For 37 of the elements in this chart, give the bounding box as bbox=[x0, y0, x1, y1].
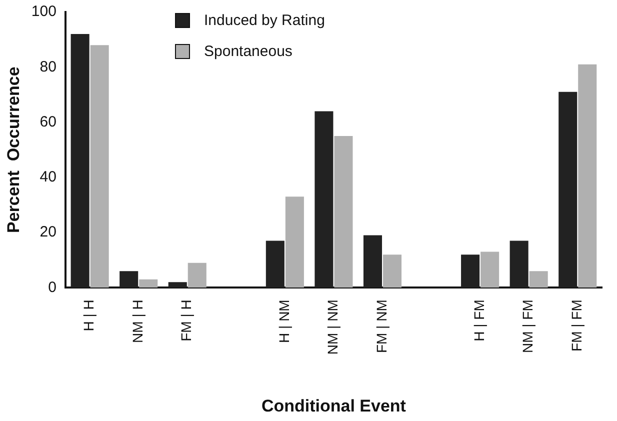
y-axis-title: Percent Occurrence bbox=[4, 66, 23, 233]
x-tick-label: FM | NM bbox=[373, 300, 390, 354]
y-tick-label: 80 bbox=[40, 58, 56, 76]
y-tick-label: 40 bbox=[40, 168, 56, 186]
x-tick-label: FM | H bbox=[178, 300, 194, 342]
bar bbox=[578, 64, 597, 288]
bar bbox=[285, 196, 304, 288]
legend-label: Spontaneous bbox=[204, 43, 292, 60]
y-tick-label: 20 bbox=[40, 224, 56, 241]
bar bbox=[168, 282, 187, 288]
bar bbox=[334, 136, 353, 288]
y-tick-label: 100 bbox=[31, 3, 56, 20]
x-tick-label: H | NM bbox=[276, 300, 292, 343]
x-tick-label: H | FM bbox=[470, 300, 487, 342]
x-tick-label: FM | FM bbox=[568, 300, 584, 352]
bar bbox=[314, 111, 334, 288]
bar bbox=[139, 279, 158, 288]
bar bbox=[510, 240, 528, 288]
bar bbox=[363, 235, 382, 288]
bar bbox=[558, 92, 578, 288]
bar bbox=[529, 271, 548, 288]
legend-label: Induced by Rating bbox=[204, 12, 325, 29]
x-tick-label: NM | H bbox=[129, 300, 146, 343]
bar bbox=[461, 254, 480, 288]
bar bbox=[266, 240, 284, 288]
x-axis-title: Conditional Event bbox=[261, 396, 406, 416]
bar bbox=[90, 45, 109, 288]
x-tick-label: NM | NM bbox=[324, 300, 341, 355]
bar bbox=[480, 252, 500, 288]
bar bbox=[382, 254, 402, 288]
y-tick-label: 0 bbox=[48, 278, 56, 296]
bar bbox=[70, 34, 90, 288]
x-tick-label: NM | FM bbox=[520, 300, 536, 354]
bar bbox=[188, 262, 206, 288]
x-tick-label: H | H bbox=[80, 300, 97, 332]
bar bbox=[120, 271, 138, 288]
y-tick-label: 60 bbox=[40, 113, 56, 130]
